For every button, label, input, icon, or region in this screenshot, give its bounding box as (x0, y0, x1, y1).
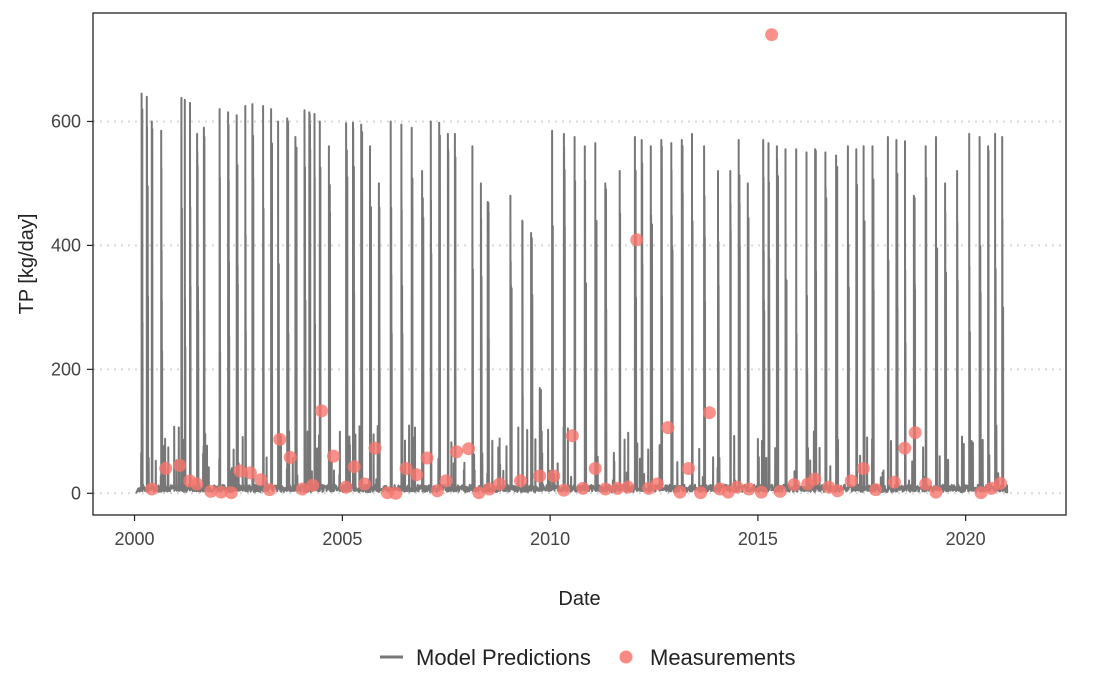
y-axis-title: TP [kg/day] (16, 214, 38, 315)
measurement-point (661, 421, 675, 435)
y-axis: 0 200 400 600 (51, 111, 93, 503)
measurement-point (339, 480, 353, 494)
measurement-point (462, 442, 476, 456)
measurement-point (754, 485, 768, 499)
measurement-point (808, 472, 822, 486)
measurement-point (399, 462, 413, 475)
x-tick-label: 2010 (530, 529, 570, 549)
measurement-point (273, 432, 287, 446)
x-axis: 2000 2005 2010 2015 2020 (115, 515, 986, 549)
measurement-point (588, 462, 602, 475)
measurement-point (694, 486, 708, 500)
measurement-point (898, 441, 912, 455)
measurement-point (908, 426, 922, 440)
measurement-point (358, 477, 372, 491)
measurement-point (493, 477, 507, 491)
measurement-point (682, 462, 695, 475)
measurement-point (368, 441, 382, 455)
measurement-point (576, 481, 590, 495)
measurement-point (263, 483, 276, 497)
measurement-point (730, 480, 744, 494)
measurement-point (159, 462, 173, 475)
measurement-point (919, 477, 933, 491)
measurement-point (565, 429, 579, 443)
measurement-point (347, 460, 361, 474)
measurement-point (450, 445, 463, 459)
measurement-point (831, 484, 844, 498)
x-tick-label: 2000 (115, 529, 155, 549)
measurement-point (650, 477, 664, 491)
measurement-point (887, 475, 901, 489)
measurement-point (306, 478, 320, 492)
measurement-point (630, 233, 644, 247)
y-tick-label: 600 (51, 111, 81, 131)
measurement-point (327, 449, 340, 463)
plot-panel-border (92, 12, 1067, 516)
measurements-layer (145, 28, 1007, 500)
measurement-point (173, 458, 187, 472)
measurement-point (673, 485, 687, 499)
measurement-point (472, 486, 486, 500)
measurement-point (514, 474, 527, 488)
measurement-point (742, 482, 756, 496)
measurement-point (787, 478, 801, 492)
measurement-point (145, 482, 159, 496)
measurement-point (420, 451, 434, 465)
x-axis-title: Date (558, 588, 600, 610)
measurement-point (190, 477, 204, 491)
measurement-point (533, 469, 547, 483)
measurement-point (315, 404, 328, 418)
measurement-point (547, 469, 561, 483)
measurement-point (295, 482, 309, 496)
measurement-point (233, 464, 247, 478)
legend-label-model-predictions: Model Predictions (416, 645, 591, 670)
grid-layer (93, 120, 1066, 495)
measurement-point (621, 480, 635, 494)
x-tick-label: 2005 (322, 529, 362, 549)
legend: Model Predictions Measurements (380, 645, 796, 670)
measurement-point (929, 485, 943, 499)
measurement-point (557, 483, 571, 497)
measurement-point (993, 476, 1007, 490)
measurement-point (389, 486, 403, 500)
legend-key-measurements (619, 650, 633, 664)
measurement-point (224, 486, 238, 500)
measurement-point (773, 484, 787, 498)
y-tick-label: 200 (51, 359, 81, 379)
measurement-point (869, 483, 883, 497)
measurement-point (254, 473, 268, 487)
measurement-point (856, 462, 870, 475)
measurement-point (974, 486, 988, 500)
measurement-point (243, 466, 257, 480)
measurement-point (598, 482, 612, 496)
x-tick-label: 2015 (738, 529, 778, 549)
measurement-point (765, 28, 779, 42)
legend-label-measurements: Measurements (650, 645, 796, 670)
measurement-point (439, 474, 453, 488)
measurement-point (482, 482, 496, 496)
measurement-point (610, 481, 624, 495)
measurement-point (430, 484, 444, 498)
y-tick-label: 0 (71, 483, 81, 503)
measurement-point (410, 468, 424, 482)
x-tick-label: 2020 (946, 529, 986, 549)
measurement-point (283, 450, 297, 464)
measurement-point (844, 474, 858, 488)
measurement-point (204, 484, 218, 498)
measurement-point (214, 485, 228, 499)
measurement-point (702, 406, 716, 420)
y-tick-label: 400 (51, 235, 81, 255)
